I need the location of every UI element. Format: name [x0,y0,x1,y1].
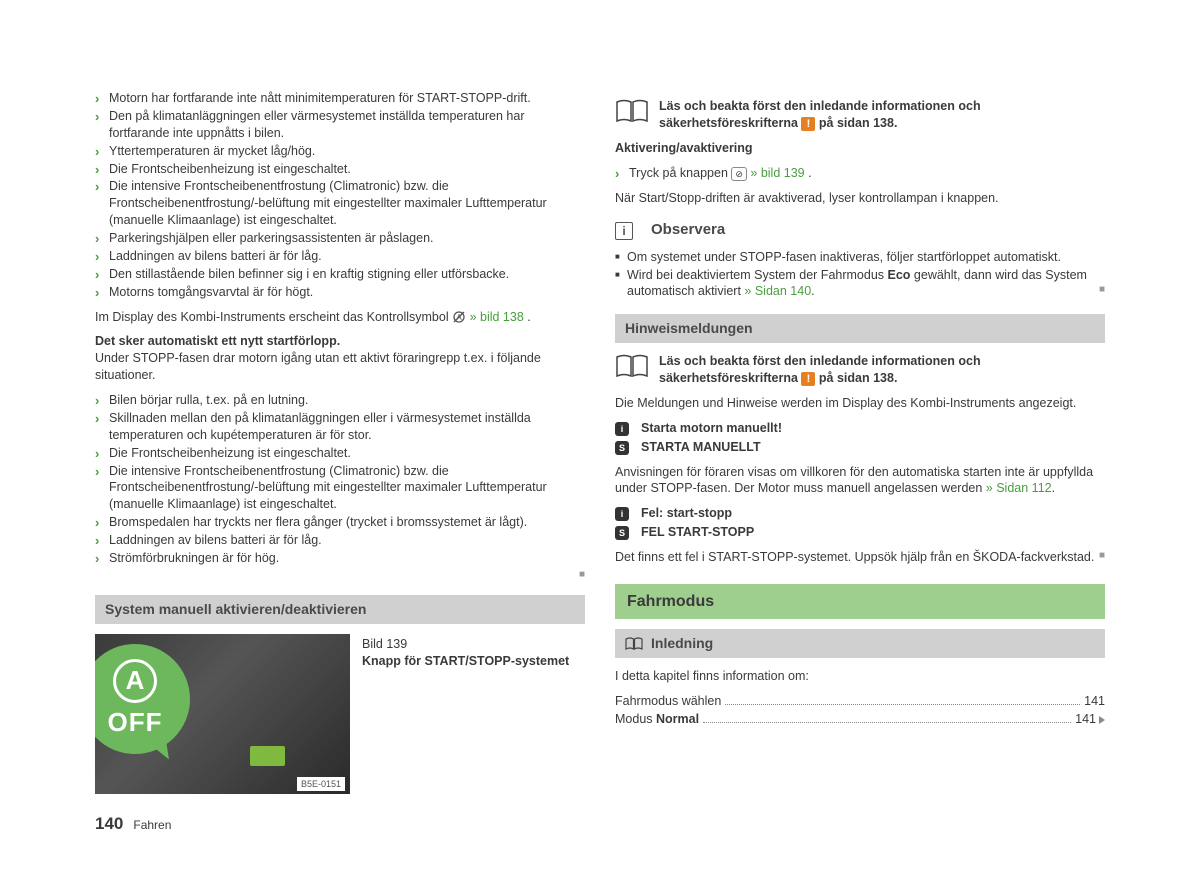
list-item: Om systemet under STOPP-fasen inaktivera… [615,249,1105,266]
figure-block: A OFF B5E-0151 Bild 139 Knapp för START/… [95,634,585,794]
warning-icon: ! [801,372,815,386]
list-item: Bromspedalen har tryckts ner flera gånge… [95,514,585,531]
symbol-message-row: S FEL START-STOPP [615,524,1105,541]
toc-page: 141 [1084,693,1105,710]
info-icon: i [615,222,633,240]
figure-number: Bild 139 [362,637,407,651]
info-badge-icon: i [615,507,629,521]
list-item: Skillnaden mellan den på klimatanläggnin… [95,410,585,444]
list-item: Strömförbrukningen är för hög. [95,550,585,567]
warning-icon: ! [801,117,815,131]
list-item: Die Frontscheibenheizung ist eingeschalt… [95,445,585,462]
symbol-message-row: i Fel: start-stopp [615,505,1105,522]
activation-list: Tryck på knappen ⊘ » bild 139 . [615,165,1105,182]
toc-label: Fahrmodus wählen [615,693,721,710]
list-item: Motorn har fortfarande inte nått minimit… [95,90,585,107]
list-item: Bilen börjar rulla, t.ex. på en lutning. [95,392,585,409]
message-text: STARTA MANUELLT [641,439,761,456]
page-footer: 140 Fahren [95,814,171,834]
figure-image: A OFF B5E-0151 [95,634,350,794]
message-text: Fel: start-stopp [641,505,732,522]
display-text: Im Display des Kombi-Instruments erschei… [95,310,452,324]
image-ref-link[interactable]: » bild 139 [750,166,804,180]
inledning-title: Inledning [651,634,713,653]
page-ref-link[interactable]: » Sidan 112 [986,481,1052,495]
list-item: Parkeringshjälpen eller parkeringsassist… [95,230,585,247]
observe-list: Om systemet under STOPP-fasen inaktivera… [615,249,1105,301]
toc-row[interactable]: Fahrmodus wählen 141 [615,693,1105,710]
list-item: Den stillastående bilen befinner sig i e… [95,266,585,283]
chapter-header-fahrmodus: Fahrmodus [615,584,1105,620]
list-item: Die intensive Frontscheibenentfrostung (… [95,463,585,514]
button-symbol-icon: ⊘ [731,167,747,181]
conditions-list-1: Motorn har fortfarande inte nått minimit… [95,90,585,301]
read-first-text: Läs och beakta först den inledande infor… [659,353,1105,387]
s-badge-icon: S [615,526,629,540]
section-end-mark: ■ [1099,549,1105,563]
symbol-message-row: S STARTA MANUELLT [615,439,1105,456]
auto-start-paragraph: Det sker automatiskt ett nytt startförlo… [95,333,585,384]
list-item: Laddningen av bilens batteri är för låg. [95,532,585,549]
activation-title: Aktivering/avaktivering [615,141,753,155]
conditions-list-2: Bilen börjar rulla, t.ex. på en lutning.… [95,392,585,567]
section-name: Fahren [133,818,171,832]
book-icon [615,98,649,124]
info-badge-icon: i [615,422,629,436]
fel-text: Det finns ett fel i START-STOPP-systemet… [615,549,1105,566]
deactivated-text: När Start/Stopp-driften är avaktiverad, … [615,190,1105,207]
kapitel-intro: I detta kapitel finns information om: [615,668,1105,685]
list-item: Tryck på knappen ⊘ » bild 139 . [615,165,1105,182]
list-item: Wird bei deaktiviertem System der Fahrmo… [615,267,1105,301]
page-ref-link[interactable]: » Sidan 140 [744,284,811,298]
section-end-mark: ■ [1099,283,1105,297]
image-ref-link[interactable]: » bild 138 [470,310,524,324]
list-item: Die intensive Frontscheibenentfrostung (… [95,178,585,229]
list-item: Den på klimatanläggningen eller värmesys… [95,108,585,142]
book-icon [625,637,643,651]
a-off-symbol: A [113,659,157,703]
anvisning-text: Anvisningen för föraren visas om villkor… [615,464,1105,498]
auto-start-heading: Det sker automatiskt ett nytt startförlo… [95,334,340,348]
section-header-manual-activate: System manuell aktivieren/deaktivieren [95,595,585,624]
read-first-text: Läs och beakta först den inledande infor… [659,98,1105,132]
observe-title: Observera [651,220,725,240]
auto-start-text: Under STOPP-fasen drar motorn igång utan… [95,351,541,382]
s-badge-icon: S [615,441,629,455]
left-column: Motorn har fortfarande inte nått minimit… [95,90,585,794]
message-text: Starta motorn manuellt! [641,420,782,437]
toc-row[interactable]: Modus Normal 141 [615,711,1105,728]
toc-dots [703,722,1071,723]
toc-page: 141 [1075,711,1105,728]
list-item: Yttertemperaturen är mycket låg/hög. [95,143,585,160]
continue-icon [1099,716,1105,724]
list-item: Laddningen av bilens batteri är för låg. [95,248,585,265]
observe-header: i Observera [615,220,1105,240]
page-number: 140 [95,814,123,834]
read-first-note-2: Läs och beakta först den inledande infor… [615,353,1105,387]
list-item: Die Frontscheibenheizung ist eingeschalt… [95,161,585,178]
section-header-inledning: Inledning [615,629,1105,658]
figure-caption-text: Knapp för START/STOPP-systemet [362,654,569,668]
speech-bubble-icon: A OFF [95,644,210,774]
figure-id: B5E-0151 [297,777,345,791]
control-symbol-icon: A [452,310,466,324]
meldungen-text: Die Meldungen und Hinweise werden im Dis… [615,395,1105,412]
section-end-mark: ■ [579,568,585,582]
figure-caption: Bild 139 Knapp för START/STOPP-systemet [362,634,569,794]
read-first-note-1: Läs och beakta först den inledande infor… [615,98,1105,132]
right-column: Läs och beakta först den inledande infor… [615,90,1105,794]
book-icon [615,353,649,379]
off-label: OFF [108,705,163,740]
symbol-message-row: i Starta motorn manuellt! [615,420,1105,437]
list-item: Motorns tomgångsvarvtal är för högt. [95,284,585,301]
dashboard-button-icon [250,746,285,766]
toc-label: Modus Normal [615,711,699,728]
message-text: FEL START-STOPP [641,524,754,541]
activation-paragraph: Aktivering/avaktivering [615,140,1105,157]
toc-dots [725,704,1080,705]
section-header-hinweis: Hinweismeldungen [615,314,1105,343]
display-paragraph: Im Display des Kombi-Instruments erschei… [95,309,585,326]
